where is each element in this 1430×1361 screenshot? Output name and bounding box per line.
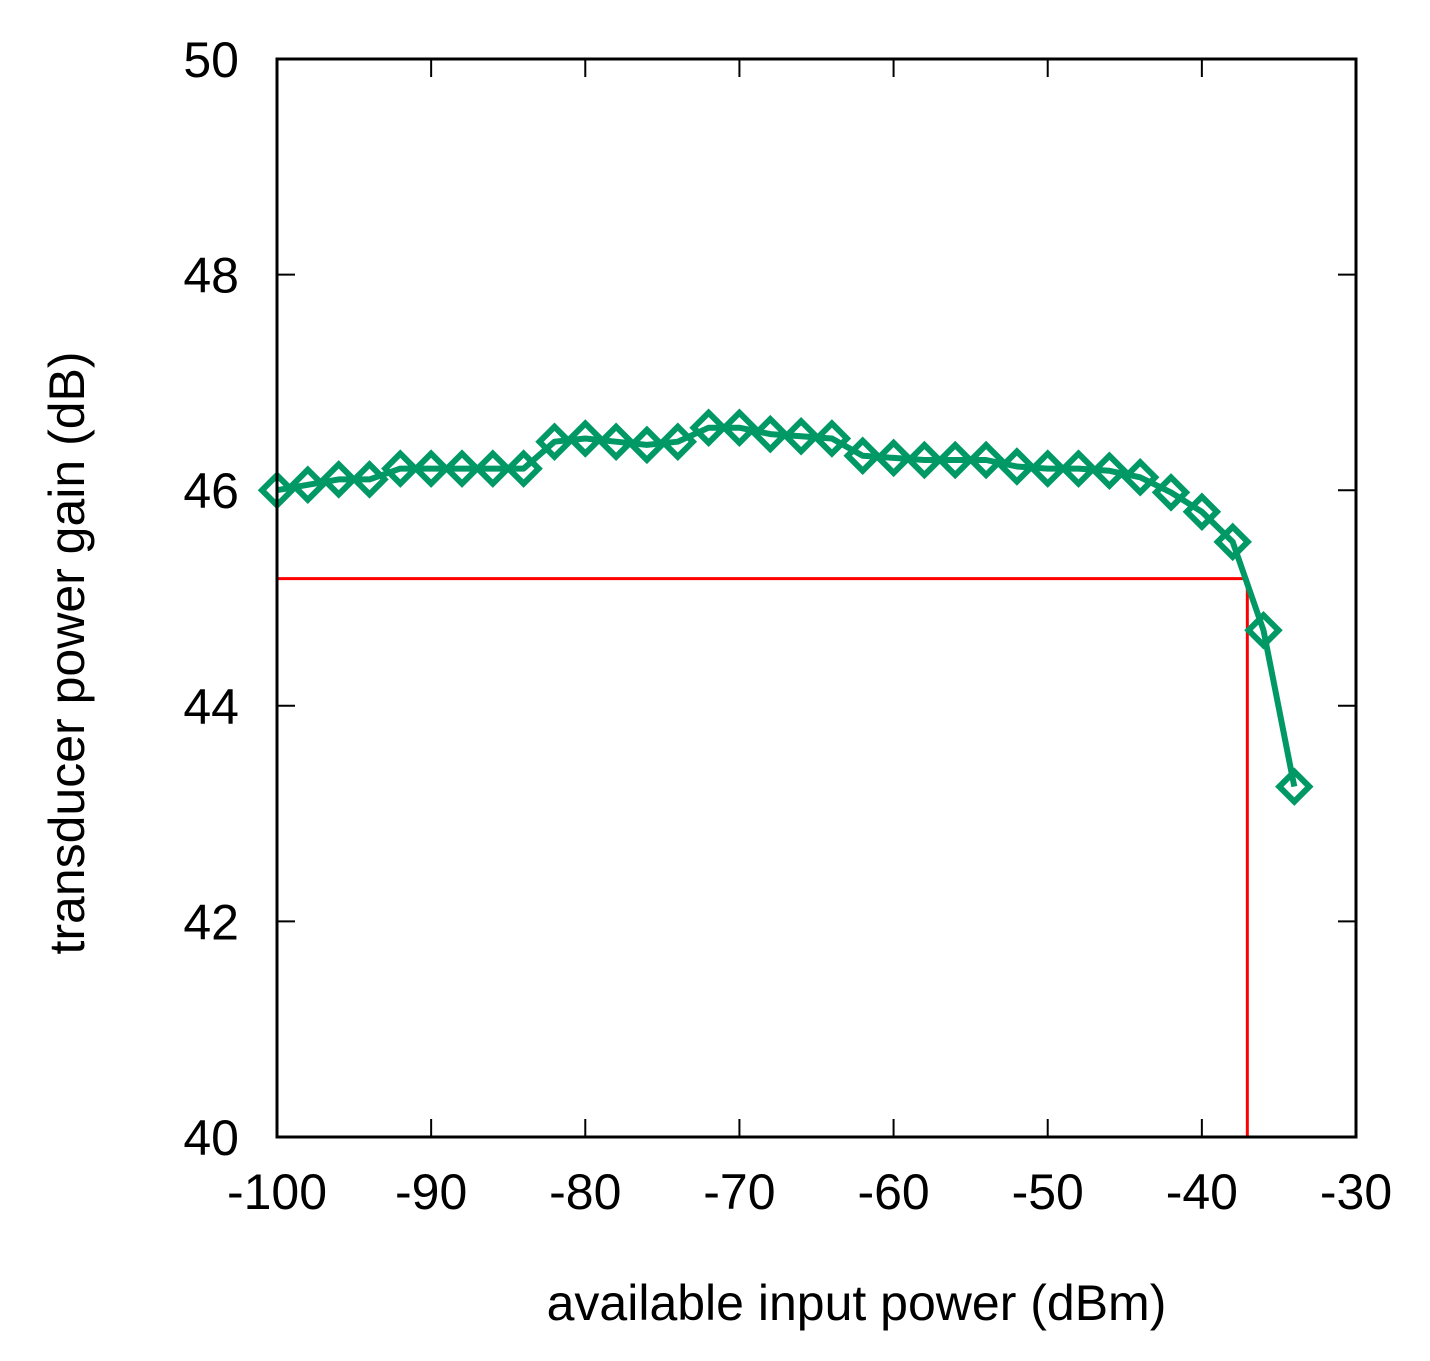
data-point-8 xyxy=(504,449,543,488)
y-tick-label-3: 46 xyxy=(183,463,239,519)
y-tick-label-2: 44 xyxy=(183,679,239,735)
data-point-30 xyxy=(1182,492,1222,532)
x-axis-label: available input power (dBm) xyxy=(547,1275,1167,1331)
reference-lines xyxy=(277,577,1249,1137)
data-point-23 xyxy=(966,440,1006,480)
data-point-5 xyxy=(411,449,451,488)
y-axis-label: transducer power gain (dB) xyxy=(39,351,95,954)
data-point-26 xyxy=(1059,449,1098,488)
data-point-19 xyxy=(843,436,882,475)
data-point-12 xyxy=(627,425,667,465)
data-point-33 xyxy=(1275,767,1314,806)
y-tick-label-1: 42 xyxy=(183,894,239,950)
data-point-13 xyxy=(658,422,698,461)
data-point-27 xyxy=(1090,451,1129,491)
x-tick-label-1: -90 xyxy=(395,1164,467,1220)
data-point-2 xyxy=(319,460,358,499)
x-tick-label-7: -30 xyxy=(1320,1164,1392,1220)
data-point-25 xyxy=(1028,449,1067,488)
x-tick-label-6: -40 xyxy=(1166,1164,1238,1220)
x-tick-label-2: -80 xyxy=(549,1164,621,1220)
data-point-3 xyxy=(350,460,389,499)
x-tick-label-5: -50 xyxy=(1012,1164,1084,1220)
data-point-29 xyxy=(1151,473,1191,512)
data-point-10 xyxy=(566,419,605,458)
data-point-22 xyxy=(935,440,975,480)
data-point-17 xyxy=(781,417,821,456)
y-tick-label-4: 48 xyxy=(183,248,239,304)
data-point-14 xyxy=(689,408,728,447)
series-layer xyxy=(257,408,1314,806)
y-tick-label-0: 40 xyxy=(183,1110,239,1166)
data-point-18 xyxy=(812,419,852,458)
data-point-6 xyxy=(442,449,482,488)
x-tick-label-4: -60 xyxy=(857,1164,929,1220)
data-point-28 xyxy=(1120,458,1160,497)
data-point-20 xyxy=(874,438,913,478)
data-point-7 xyxy=(473,449,513,488)
data-point-32 xyxy=(1244,611,1283,650)
data-point-11 xyxy=(596,422,636,461)
data-point-4 xyxy=(381,449,420,488)
y-tick-label-5: 50 xyxy=(183,32,239,88)
data-point-9 xyxy=(535,422,574,461)
data-point-15 xyxy=(720,408,759,447)
x-tick-label-3: -70 xyxy=(703,1164,775,1220)
plot-frame xyxy=(275,57,1358,1139)
data-point-16 xyxy=(751,414,790,454)
data-point-21 xyxy=(905,440,944,480)
data-point-24 xyxy=(997,447,1037,486)
data-point-31 xyxy=(1213,522,1252,562)
data-point-1 xyxy=(288,465,328,505)
tick-labels-layer: -100 -90 -80 -70 -60 -50 -40 -30 40 42 44 46 48 50 xyxy=(183,32,1392,1220)
x-tick-label-0: -100 xyxy=(227,1164,327,1220)
